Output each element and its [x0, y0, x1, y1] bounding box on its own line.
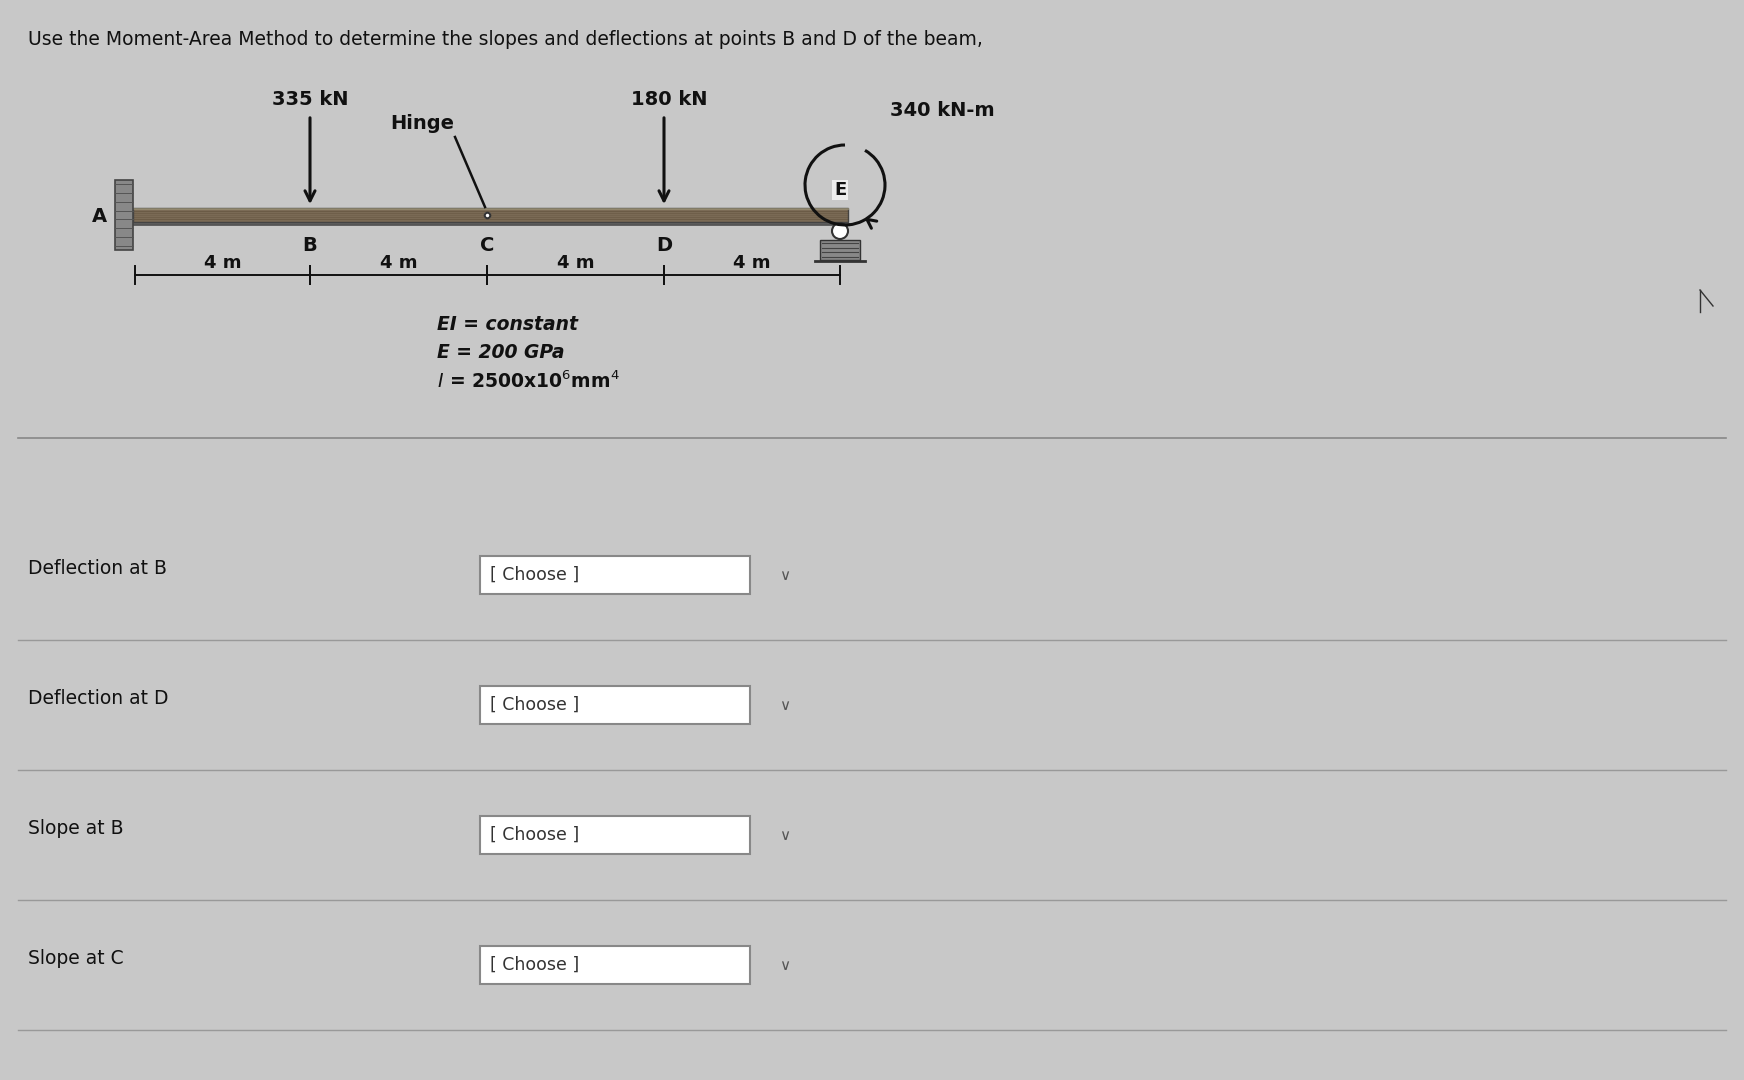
Text: 4 m: 4 m — [204, 254, 241, 272]
FancyBboxPatch shape — [480, 686, 750, 724]
Bar — [115, 180, 133, 249]
Text: A: A — [92, 207, 106, 227]
Text: ∨: ∨ — [780, 958, 790, 972]
Text: Slope at B: Slope at B — [28, 819, 124, 838]
Text: ∨: ∨ — [780, 827, 790, 842]
Text: Deflection at D: Deflection at D — [28, 689, 169, 708]
Text: $\mathit{I}$ = 2500x10$^{6}$mm$^{4}$: $\mathit{I}$ = 2500x10$^{6}$mm$^{4}$ — [438, 372, 619, 392]
FancyBboxPatch shape — [480, 556, 750, 594]
Text: Use the Moment-Area Method to determine the slopes and deflections at points B a: Use the Moment-Area Method to determine … — [28, 30, 984, 49]
Text: E = 200 GPa: E = 200 GPa — [438, 343, 565, 362]
Bar — [133, 208, 848, 222]
FancyBboxPatch shape — [480, 816, 750, 854]
Text: Slope at C: Slope at C — [28, 949, 124, 968]
Text: [ Choose ]: [ Choose ] — [490, 956, 579, 974]
Text: 180 kN: 180 kN — [631, 90, 708, 109]
FancyBboxPatch shape — [480, 946, 750, 984]
Text: Deflection at B: Deflection at B — [28, 559, 167, 578]
Text: [ Choose ]: [ Choose ] — [490, 826, 579, 843]
Text: C: C — [480, 237, 494, 255]
Text: 4 m: 4 m — [556, 254, 595, 272]
Text: [ Choose ]: [ Choose ] — [490, 696, 579, 714]
Text: [ Choose ]: [ Choose ] — [490, 566, 579, 584]
Text: B: B — [303, 237, 317, 255]
Text: 340 kN-m: 340 kN-m — [889, 102, 994, 120]
Text: 4 m: 4 m — [380, 254, 417, 272]
Text: E: E — [834, 181, 846, 199]
Bar — [820, 240, 860, 260]
Text: D: D — [656, 237, 671, 255]
Text: 335 kN: 335 kN — [272, 90, 349, 109]
Text: 4 m: 4 m — [732, 254, 771, 272]
Text: ∨: ∨ — [780, 698, 790, 713]
Text: EI = constant: EI = constant — [438, 315, 577, 334]
Text: ∨: ∨ — [780, 567, 790, 582]
Circle shape — [832, 222, 848, 239]
Text: Hinge: Hinge — [391, 114, 453, 133]
